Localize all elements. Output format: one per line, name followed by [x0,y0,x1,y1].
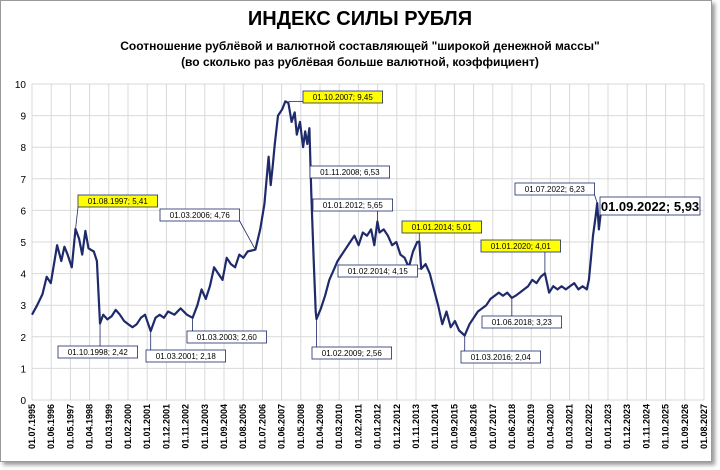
callout-box [480,239,561,253]
chart-title: ИНДЕКС СИЛЫ РУБЛЯ [247,8,473,30]
y-tick-label: 6 [20,206,26,217]
x-tick-label: 01.06.1996 [46,404,56,449]
callout-box [77,194,158,208]
y-tick-label: 0 [20,396,26,407]
x-tick-label: 01.09.2015 [449,404,459,449]
callout-label: 01.10.2007; 9,45 [313,93,374,102]
callout-box [337,264,418,278]
callout-label: 01.02.2009; 2,56 [322,349,383,358]
x-tick-label: 01.02.2011 [353,404,363,449]
callout-box [460,350,541,364]
callout-label: 01.03.2006; 4,76 [170,211,231,220]
x-tick-label: 01.07.1995 [27,404,37,449]
chart-subtitle-1: Соотношение рублёвой и валютной составля… [120,39,600,53]
callout-label: 01.03.2001; 2,18 [156,352,217,361]
x-tick-label: 01.01.2023 [603,404,613,449]
callout-label: 01.01.2014; 5,01 [412,223,473,232]
x-tick-label: 01.10.2003 [200,404,210,449]
x-tick-label: 01.09.2026 [680,404,690,449]
callout-box [311,346,392,360]
x-tick-label: 01.06.2007 [277,404,287,449]
x-tick-label: 01.01.2012 [373,404,383,449]
x-tick-label: 01.05.1997 [65,404,75,449]
x-tick-label: 01.02.2000 [123,404,133,449]
x-tick-label: 01.02.2022 [584,404,594,449]
y-tick-label: 10 [15,80,27,91]
callout-label: 01.03.2016; 2,04 [471,353,532,362]
x-tick-label: 01.03.2010 [334,404,344,449]
x-tick-label: 01.10.2025 [661,404,671,449]
x-tick-label: 01.05.2019 [526,404,536,449]
callout-label: 01.07.2022; 6,23 [525,185,586,194]
callout-label: 01.10.1998; 2,42 [68,348,129,357]
x-tick-label: 01.12.2001 [161,404,171,449]
series-line [31,100,602,337]
callout-label: 01.01.2020; 4,01 [491,242,552,251]
callout-label: 01.01.2012; 5,65 [323,201,384,210]
callout-pointer [239,220,256,250]
x-tick-label: 01.01.2001 [142,404,152,449]
callout-box [401,220,482,234]
y-tick-label: 5 [20,238,26,249]
callout-pointer [594,194,598,204]
callout-box [312,198,393,212]
x-tick-label: 01.11.2013 [411,404,421,449]
x-tick-label: 01.11.2024 [641,404,651,449]
x-tick-label: 01.07.2017 [488,404,498,449]
callout-box [302,90,383,104]
x-tick-label: 01.10.2014 [430,404,440,449]
x-tick-label: 01.11.2002 [181,404,191,449]
callout-label: 01.09.2022; 5,93 [601,199,699,214]
x-tick-label: 01.12.2023 [622,404,632,449]
x-tick-label: 01.03.2021 [565,404,575,449]
y-tick-label: 4 [20,270,26,281]
x-tick-label: 01.08.2027 [699,404,709,449]
callout-label: 01.02.2014; 4,15 [348,267,409,276]
x-tick-label: 01.08.2016 [469,404,479,449]
x-tick-label: 01.04.2020 [545,404,555,449]
y-tick-label: 8 [20,143,26,154]
callout-pointer [75,206,79,230]
x-tick-label: 01.08.2005 [238,404,248,449]
callout-box [309,165,390,179]
callout-box [599,196,701,216]
callout-label: 01.06.2018; 3,23 [492,318,553,327]
x-tick-label: 01.03.1999 [104,404,114,449]
callout-box [481,315,562,329]
x-tick-label: 01.04.1998 [85,404,95,449]
y-tick-label: 9 [20,112,26,123]
y-tick-label: 2 [20,333,26,344]
x-tick-label: 01.09.2004 [219,404,229,449]
callout-box [186,330,267,344]
callout-box [159,208,240,222]
x-tick-label: 01.04.2009 [315,404,325,449]
x-tick-label: 01.05.2008 [296,404,306,449]
chart-subtitle-2: (во сколько раз рублёвая больше валютной… [181,55,539,69]
x-tick-label: 01.06.2018 [507,404,517,449]
y-tick-label: 1 [20,364,26,375]
callout-label: 01.08.1997; 5,41 [88,197,149,206]
callout-box [57,345,138,359]
callout-box [514,182,595,196]
callout-label: 01.11.2008; 6,53 [320,168,380,177]
y-tick-label: 3 [20,301,26,312]
x-tick-label: 01.07.2006 [257,404,267,449]
x-tick-label: 01.12.2012 [392,404,402,449]
y-tick-label: 7 [20,175,26,186]
callout-box [145,349,226,363]
callout-label: 01.03.2003; 2,60 [197,333,258,342]
